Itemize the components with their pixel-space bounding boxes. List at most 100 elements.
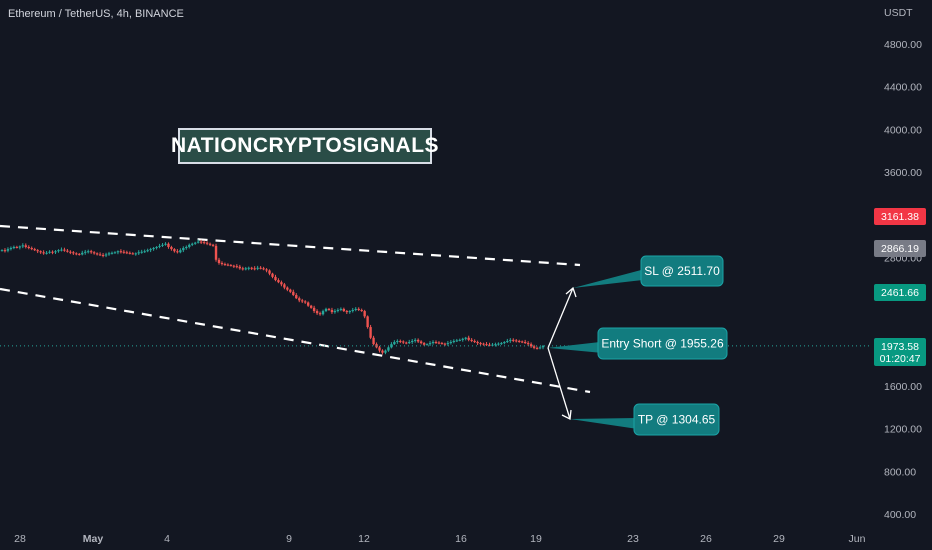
candle-body xyxy=(416,339,420,342)
entry-callout-pointer xyxy=(548,341,600,353)
candle-body xyxy=(69,251,72,253)
price-axis[interactable]: USDT4800.004400.004000.003600.002800.001… xyxy=(884,7,922,521)
candle-body xyxy=(523,342,527,344)
sl-callout-pointer xyxy=(573,269,643,288)
candle-body xyxy=(92,252,96,254)
channel-lower-line xyxy=(0,287,591,394)
time-axis[interactable]: 28 May 4 9 12 16 19 23 26 29 Jun xyxy=(14,533,865,545)
candle-body xyxy=(170,246,173,250)
y-tick-label: 4000.00 xyxy=(884,124,922,136)
y-tick-label: 3600.00 xyxy=(884,167,922,179)
candle-body xyxy=(351,309,354,312)
candle-body xyxy=(357,308,360,310)
candle-body xyxy=(413,339,417,341)
candle-body xyxy=(176,251,179,253)
candle-body xyxy=(78,253,81,255)
candle-body xyxy=(128,252,132,254)
y-tick-label: 4800.00 xyxy=(884,39,922,51)
candle-body xyxy=(250,267,253,269)
price-tag-bg xyxy=(874,338,926,366)
candle-body xyxy=(134,253,137,255)
candle-body xyxy=(161,244,164,246)
candle-body xyxy=(18,246,22,248)
candle-body xyxy=(182,248,185,251)
candle-body xyxy=(256,267,259,269)
candle-body xyxy=(84,251,87,253)
candle-body xyxy=(402,341,405,343)
tp-arrowhead xyxy=(561,409,572,420)
candle-body xyxy=(440,343,444,345)
x-tick-label: 4 xyxy=(164,533,170,545)
candle-body xyxy=(384,350,387,353)
x-tick-label: 19 xyxy=(530,533,542,545)
candle-body xyxy=(428,343,432,345)
candle-body xyxy=(214,245,218,260)
candle-body xyxy=(24,245,27,247)
y-tick-label: 1600.00 xyxy=(884,381,922,393)
candle-body xyxy=(339,308,343,310)
countdown-label: 01:20:47 xyxy=(880,353,921,365)
candle-body xyxy=(312,307,316,312)
chart-title: Ethereum / TetherUS, 4h, BINANCE xyxy=(8,8,184,20)
candle-body xyxy=(345,311,349,313)
trade-callouts[interactable]: SL @ 2511.70 Entry Short @ 1955.26 TP @ 13… xyxy=(548,255,728,436)
entry-callout[interactable]: Entry Short @ 1955.26 xyxy=(548,327,728,360)
candle-body xyxy=(194,242,197,244)
candle-body xyxy=(482,343,485,345)
candle-body xyxy=(283,284,286,288)
candle-body xyxy=(36,250,39,252)
candle-body xyxy=(235,266,239,268)
candle-body xyxy=(241,268,244,270)
sl-callout[interactable]: SL @ 2511.70 xyxy=(573,255,724,288)
candle-body xyxy=(509,339,512,341)
candle-body xyxy=(470,339,473,341)
candle-body xyxy=(535,347,539,349)
x-tick-label: 16 xyxy=(455,533,467,545)
watermark-logo: NATIONCRYPTOSIGNALS xyxy=(171,128,439,164)
candle-body xyxy=(45,252,48,254)
candle-body xyxy=(131,253,134,255)
candle-body xyxy=(506,340,509,343)
x-tick-label: 9 xyxy=(286,533,292,545)
candle-body xyxy=(149,249,152,251)
candle-body xyxy=(164,243,167,245)
candle-body xyxy=(309,305,313,308)
candle-body xyxy=(378,347,381,351)
candle-body xyxy=(315,311,319,314)
tp-callout[interactable]: TP @ 1304.65 xyxy=(570,403,720,436)
candle-body xyxy=(143,251,146,253)
candle-body xyxy=(217,259,221,263)
candle-body xyxy=(158,245,161,247)
entry-callout-text: Entry Short @ 1955.26 xyxy=(601,337,724,351)
candle-body xyxy=(137,252,140,254)
candle-body xyxy=(33,249,36,251)
candle-body xyxy=(399,340,402,342)
descending-channel xyxy=(0,224,591,394)
candle-body xyxy=(479,343,482,345)
candle-body xyxy=(467,337,470,340)
x-tick-label: 26 xyxy=(700,533,712,545)
candle-body xyxy=(538,347,542,349)
candle-body xyxy=(396,340,399,343)
price-tag-bg xyxy=(874,208,926,225)
candle-body xyxy=(488,344,491,346)
candle-body xyxy=(390,344,393,348)
price-tag-label: 2461.66 xyxy=(881,287,919,299)
candle-body xyxy=(494,344,497,346)
candle-body xyxy=(500,343,503,345)
candle-body xyxy=(81,252,84,255)
candle-body xyxy=(6,249,10,251)
candle-body xyxy=(140,251,143,253)
candle-body xyxy=(434,342,438,344)
candle-body xyxy=(208,243,212,245)
candle-body xyxy=(306,302,310,306)
candle-body xyxy=(42,252,45,254)
candle-body xyxy=(419,341,423,344)
candle-body xyxy=(66,250,69,252)
entry-callout-box xyxy=(597,327,728,360)
candle-body xyxy=(51,251,54,253)
candle-body xyxy=(541,345,545,348)
